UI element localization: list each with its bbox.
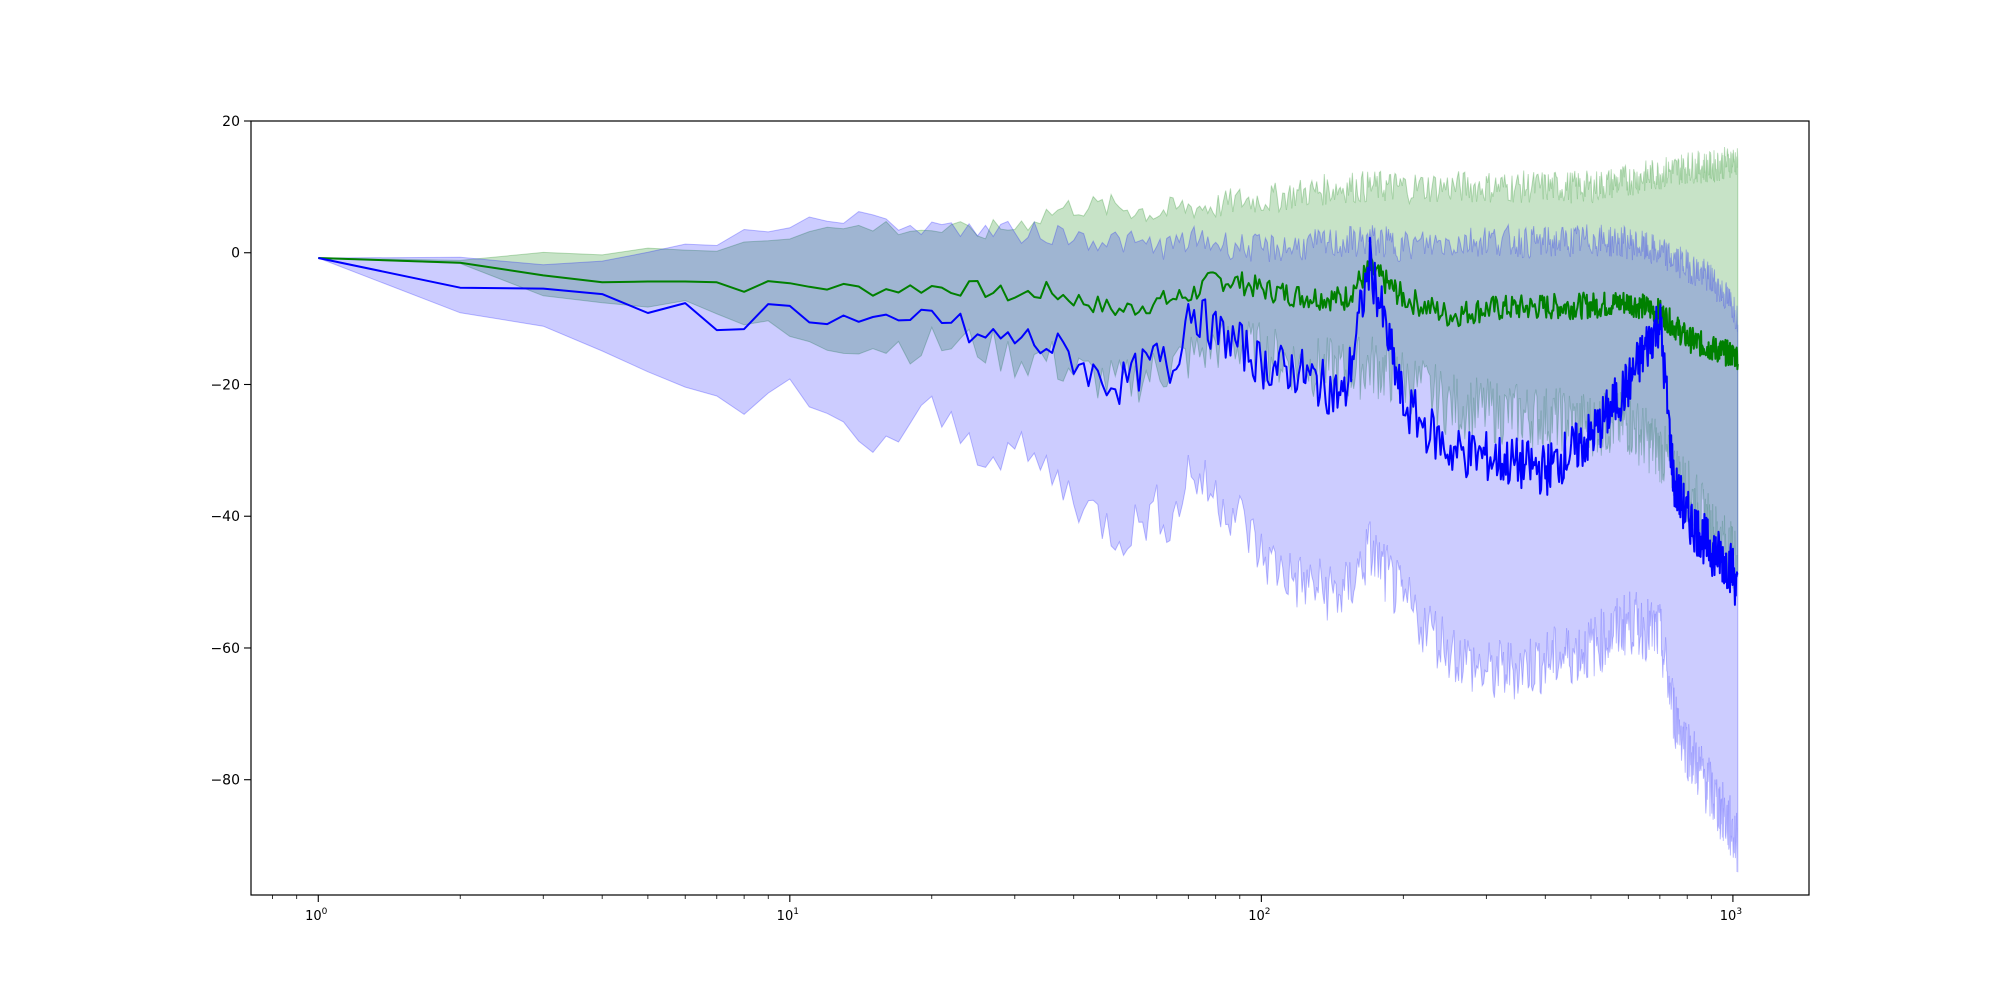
x-tick-exponent: 0 [322,907,328,917]
y-tick-label: −80 [210,773,240,789]
x-tick-exponent: 3 [1736,907,1742,917]
y-tick-label: 0 [231,246,240,262]
x-tick-exponent: 2 [1265,907,1271,917]
x-tick-base: 10 [1720,909,1737,924]
x-tick-base: 10 [305,909,322,924]
y-tick-label: −40 [210,509,240,525]
x-tick-base: 10 [777,909,794,924]
x-tick-base: 10 [1248,909,1265,924]
y-tick-label: −60 [210,641,240,657]
y-tick-label: 20 [222,114,240,130]
x-tick-exponent: 1 [793,907,799,917]
y-tick-label: −20 [210,377,240,393]
